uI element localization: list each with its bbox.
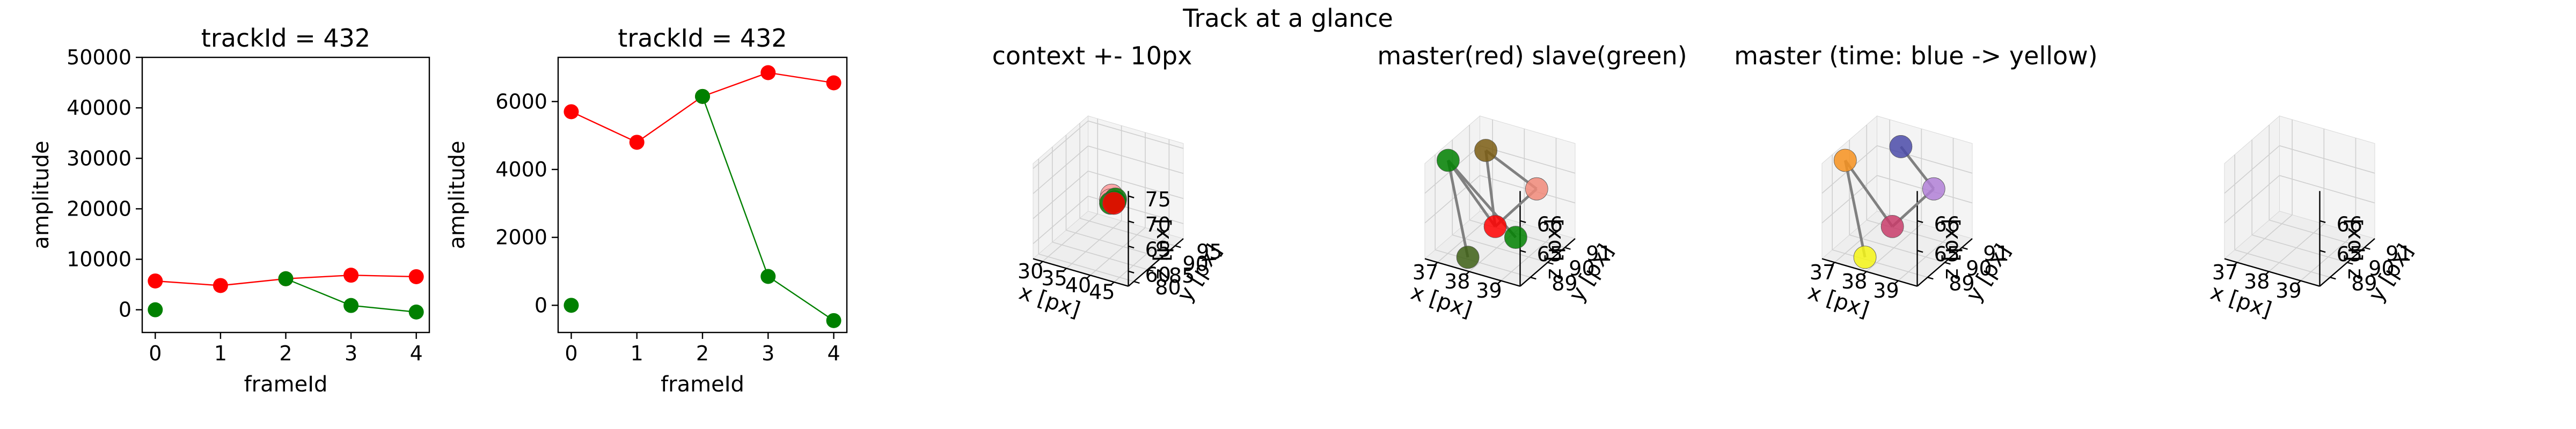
x-tick-label: 4 bbox=[410, 342, 423, 365]
data-point-slave bbox=[343, 298, 358, 313]
x-tick-label: 38 bbox=[1444, 270, 1470, 293]
x-axis-label: frameId bbox=[661, 372, 744, 397]
chart-title: master(red) slave(green) bbox=[1377, 41, 1687, 70]
series-line-slave bbox=[702, 97, 834, 321]
x-tick-label: 3 bbox=[762, 342, 774, 365]
y-tick-label: 0 bbox=[119, 298, 131, 322]
z-axis-label: z [px] bbox=[1150, 218, 1174, 279]
data-point-master bbox=[148, 273, 163, 289]
y-tick-label: 4000 bbox=[495, 158, 547, 181]
y-tick-mark bbox=[1928, 277, 1934, 279]
chart-title: trackId = 432 bbox=[618, 24, 787, 53]
data-point-master bbox=[826, 76, 841, 91]
data-point-slave bbox=[148, 302, 163, 317]
y-axis-label: amplitude bbox=[29, 140, 54, 249]
track-point bbox=[1475, 139, 1497, 161]
track-point bbox=[1437, 149, 1459, 172]
data-point-master bbox=[564, 104, 579, 119]
data-point-master bbox=[343, 268, 358, 283]
y-axis-label: amplitude bbox=[445, 140, 470, 249]
x-tick-label: 38 bbox=[1841, 270, 1867, 293]
x-tick-label: 40 bbox=[1065, 273, 1091, 297]
x-tick-label: 4 bbox=[827, 342, 840, 365]
x-axis-label: frameId bbox=[244, 372, 328, 397]
series-line-master bbox=[572, 73, 834, 143]
y-tick-label: 2000 bbox=[495, 226, 547, 249]
chart-title: master (time: blue -> yellow) bbox=[1734, 41, 2097, 70]
x-tick-label: 2 bbox=[279, 342, 292, 365]
x-tick-label: 38 bbox=[2244, 270, 2270, 293]
y-tick-label: 10000 bbox=[67, 248, 131, 271]
track-point bbox=[1881, 215, 1904, 238]
x-tick-label: 3 bbox=[345, 342, 357, 365]
y-tick-mark bbox=[1134, 282, 1140, 283]
z-tick-label: 75 bbox=[1145, 188, 1171, 211]
y-tick-mark bbox=[1175, 246, 1181, 247]
track-point bbox=[1504, 226, 1527, 249]
track-point bbox=[1922, 177, 1945, 200]
x-tick-label: 2 bbox=[696, 342, 709, 365]
y-tick-label: 0 bbox=[535, 293, 547, 317]
track-point bbox=[1102, 192, 1125, 214]
scatter3d-chart-3: 37 38 39 8990916566x [px] y [px]z [px]master… bbox=[1734, 41, 2097, 323]
x-tick-label: 0 bbox=[149, 342, 162, 365]
y-tick-label: 6000 bbox=[495, 90, 547, 113]
line-chart-2: trackId = 432 0 1 2 3 4 0 2000 4000 6000 frameId am… bbox=[445, 24, 847, 397]
data-point-slave bbox=[826, 313, 841, 328]
track-point bbox=[1834, 149, 1856, 172]
track-point bbox=[1854, 246, 1876, 269]
track-point bbox=[1484, 215, 1506, 238]
figure-suptitle: Track at a glance bbox=[1182, 4, 1393, 33]
z-axis-label: z [px] bbox=[2341, 218, 2366, 279]
track-point bbox=[1525, 177, 1548, 200]
y-tick-mark bbox=[2330, 277, 2336, 279]
z-axis-label: z [px] bbox=[1541, 218, 1566, 279]
y-tick-label: 40000 bbox=[67, 96, 131, 120]
data-point-slave bbox=[409, 305, 424, 320]
y-tick-label: 50000 bbox=[67, 46, 131, 69]
x-tick-label: 39 bbox=[2275, 279, 2301, 302]
data-point-slave bbox=[760, 269, 775, 284]
data-point-master bbox=[630, 135, 645, 150]
x-tick-label: 1 bbox=[214, 342, 227, 365]
data-point-slave bbox=[564, 298, 579, 313]
data-point-slave bbox=[695, 89, 710, 104]
x-tick-label: 39 bbox=[1476, 279, 1502, 302]
x-tick-label: 0 bbox=[565, 342, 577, 365]
scatter3d-chart-1: 30354045 8085909560657075x [px] y [px]z [p… bbox=[992, 41, 1227, 323]
x-tick-label: 45 bbox=[1089, 280, 1115, 304]
x-tick-label: 30 bbox=[1018, 260, 1043, 283]
x-tick-label: 1 bbox=[631, 342, 643, 365]
y-tick-label: 20000 bbox=[67, 197, 131, 220]
data-point-master bbox=[213, 278, 228, 293]
line-chart-1: trackId = 432 0 1 2 3 4 0 10000 20000 30000 40000 5… bbox=[29, 24, 429, 397]
chart-title: trackId = 432 bbox=[201, 24, 370, 53]
x-tick-label: 39 bbox=[1873, 279, 1899, 302]
y-tick-mark bbox=[1531, 277, 1536, 279]
plot-frame bbox=[142, 57, 429, 332]
data-point-master bbox=[760, 65, 775, 80]
z-axis-label: z [px] bbox=[1938, 218, 1963, 279]
y-tick-label: 30000 bbox=[67, 146, 131, 170]
chart-title: context +- 10px bbox=[992, 41, 1192, 70]
track-point bbox=[1457, 246, 1479, 269]
data-point-master bbox=[409, 269, 424, 284]
track-point bbox=[1890, 135, 1912, 158]
data-point-slave bbox=[279, 271, 294, 286]
